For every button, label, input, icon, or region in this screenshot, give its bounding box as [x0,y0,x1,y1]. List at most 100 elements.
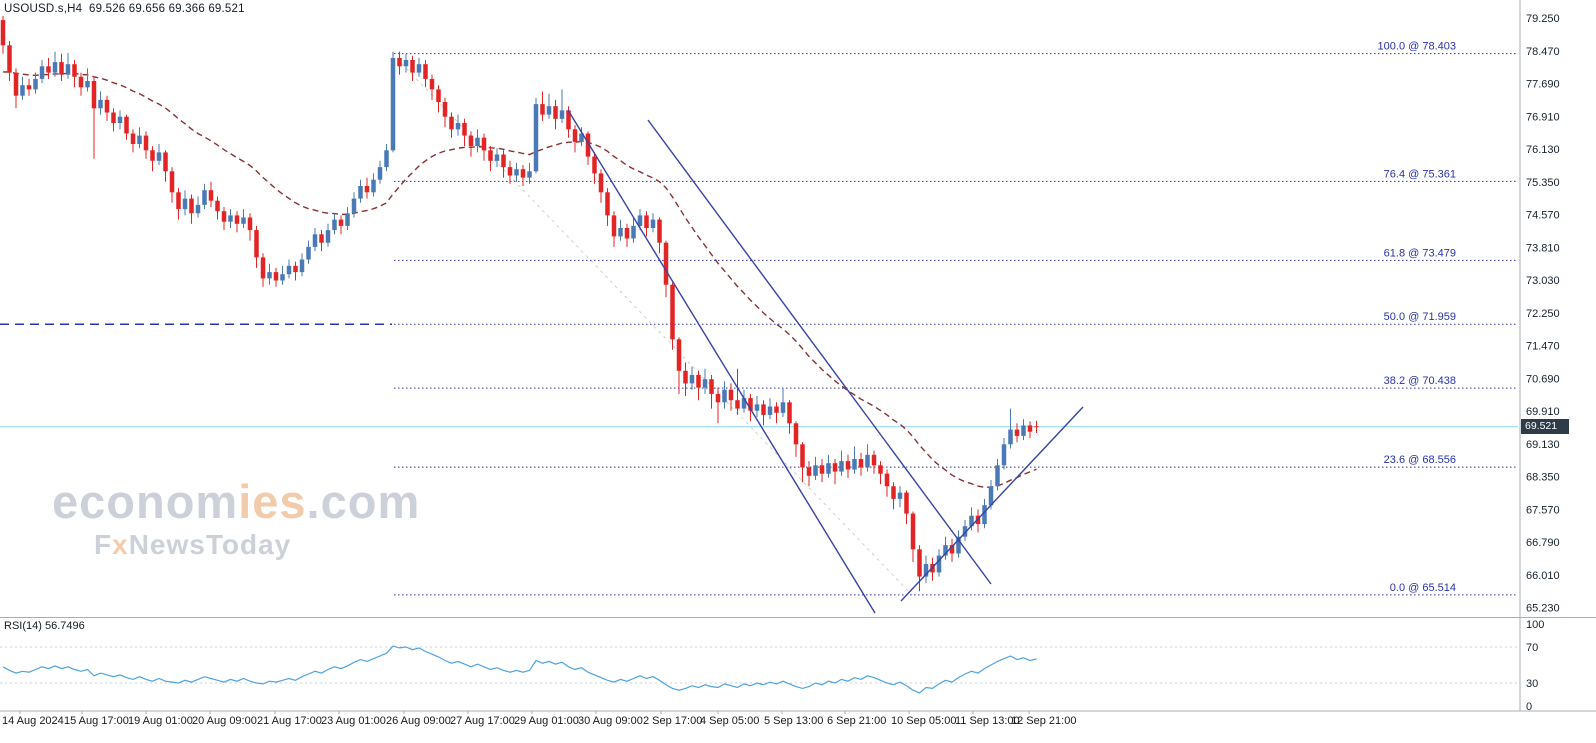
price-tick-label: 67.570 [1526,504,1560,516]
candle-body [117,116,123,123]
time-tick-label: 30 Aug 09:00 [578,715,643,727]
candle-body [631,225,636,239]
fib-level-label: 38.2 @ 70.438 [1384,375,1456,387]
price-tick-label: 79.250 [1526,13,1560,25]
candle-body [845,461,851,470]
candle-body [618,228,623,237]
candle-body [202,190,207,205]
candle-body [969,515,974,527]
candle-body [546,106,552,115]
candle-body [871,454,877,466]
candle-body [579,133,584,142]
time-axis[interactable]: 14 Aug 2024 15 Aug 17:00 19 Aug 01:00 20 Au… [2,711,1076,727]
candle-body [228,215,233,222]
symbol-ohlc-readout: USOUSD.s,H4 69.526 69.656 69.366 69.521 [4,3,245,15]
ascending-trendline[interactable] [900,406,1084,602]
candle-body [1001,444,1007,466]
candle-body [20,85,25,96]
candle-body [566,110,571,130]
price-tick-label: 78.470 [1526,46,1560,58]
candle-body [455,123,461,130]
candle-body [761,404,766,415]
candle-body [208,190,214,201]
candle-body [644,215,649,228]
candle-body [234,215,240,224]
candle-body [98,99,103,109]
candle-body [819,465,825,474]
candle-body [540,104,545,115]
descending-trendline-1[interactable] [567,109,876,614]
candle-body [943,545,948,556]
candle-body [1027,425,1033,432]
candle-body [338,219,344,226]
price-tick-label: 73.030 [1526,275,1560,287]
time-tick-label: 4 Sep 05:00 [700,715,759,727]
candle-body [832,463,838,472]
price-tick-label: 74.570 [1526,210,1560,222]
candle-body [494,154,500,161]
candle-body [306,246,311,260]
candle-body [897,492,903,499]
candle-body [553,106,558,119]
price-axis[interactable]: 79.250 78.470 77.690 76.910 76.130 75.350 74.5… [1526,13,1560,615]
fibonacci-layer: 100.0 @ 78.403 76.4 @ 75.361 61.8 @ 73.479… [394,41,1518,596]
time-tick-label: 11 Sep 13:00 [955,715,1020,727]
candle-body [962,526,968,537]
candle-body [416,64,422,73]
fib-base-line-layer [391,53,913,596]
candle-body [221,211,227,222]
candle-body [481,137,487,151]
descending-trendline-2[interactable] [647,119,992,585]
candle-body [254,230,259,258]
time-tick-label: 15 Aug 17:00 [64,715,129,727]
price-tick-label: 66.790 [1526,537,1560,549]
candle-body [59,62,64,75]
candle-body [403,60,409,67]
candle-body [917,549,922,577]
candle-body [332,219,337,231]
candle-body [611,215,617,237]
candle-body [676,339,682,371]
candle-body [436,89,441,102]
candle-body [748,398,753,411]
candle-body [787,402,792,424]
candle-body [806,467,812,476]
candle-body [488,150,493,161]
watermark: economies.com FxNewsToday [52,478,420,561]
candle-body [358,186,363,199]
candle-body [33,78,38,90]
candle-body [351,198,357,214]
price-tick-label: 73.810 [1526,242,1560,254]
candle-body [429,78,435,90]
candle-body [182,198,188,210]
candle-body [7,45,12,73]
watermark-brand-text: econom [52,475,239,528]
candle-body [904,492,909,514]
candle-body [384,150,389,168]
time-tick-label: 12 Sep 21:00 [1011,715,1076,727]
candle-body [267,272,272,279]
candle-body [520,169,526,178]
candle-body [137,135,142,144]
moving-average-line [2,71,1037,489]
candle-body [156,152,162,161]
candle-body [728,389,734,401]
candle-body [286,265,292,275]
price-tick-label: 70.690 [1526,373,1560,385]
candle-body [696,375,701,388]
candle-body [793,423,799,445]
candle-body [839,461,844,472]
candle-body [826,463,831,474]
candle-body [637,215,643,226]
candle-body [858,459,864,468]
time-tick-label: 21 Aug 17:00 [257,715,322,727]
price-tick-label: 77.690 [1526,79,1560,91]
time-tick-label: 26 Aug 09:00 [386,715,451,727]
candle-body [1008,429,1013,445]
candle-body [345,213,350,226]
candle-body [663,242,669,285]
candle-body [683,370,688,384]
rsi-pane[interactable]: 100 70 30 0 [0,619,1544,713]
candle-body [585,133,591,157]
